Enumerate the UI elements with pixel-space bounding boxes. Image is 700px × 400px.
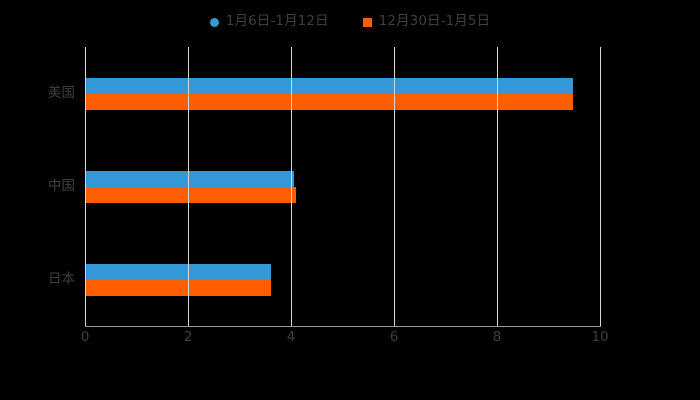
bar[interactable]: [85, 279, 272, 296]
legend-marker-square-icon: [362, 17, 372, 27]
y-axis-label: 美国: [48, 84, 75, 101]
y-axis-labels: 美国 中国 日本: [0, 47, 75, 326]
gridline: [600, 47, 601, 326]
gridline: [291, 47, 292, 326]
chart-legend: 1月6日-1月12日 12月30日-1月5日: [0, 10, 700, 34]
bar[interactable]: [85, 186, 297, 203]
plot-area: [85, 47, 601, 326]
y-axis-label: 中国: [48, 177, 75, 194]
gridline: [188, 47, 189, 326]
legend-item-series-0[interactable]: 1月6日-1月12日: [209, 13, 329, 30]
bar-group: [85, 170, 600, 203]
x-axis-tick-label: 10: [591, 329, 609, 345]
bar[interactable]: [85, 93, 574, 110]
gridline: [497, 47, 498, 326]
x-axis-tick-label: 6: [389, 329, 399, 345]
bar[interactable]: [85, 263, 272, 280]
x-axis-tick-label: 0: [80, 329, 90, 345]
x-axis-tick-label: 4: [286, 329, 296, 345]
legend-item-series-1[interactable]: 12月30日-1月5日: [362, 13, 491, 30]
bar[interactable]: [85, 170, 295, 187]
y-axis-label: 日本: [48, 270, 75, 287]
legend-label-series-0: 1月6日-1月12日: [225, 13, 329, 30]
x-axis-tick-label: 8: [492, 329, 502, 345]
bar-group: [85, 263, 600, 296]
x-axis-tick-labels: 0 2 4 6 8 10: [81, 329, 609, 353]
legend-marker-circle-icon: [209, 17, 219, 27]
bar[interactable]: [85, 77, 574, 94]
bar-group: [85, 77, 600, 110]
legend-label-series-1: 12月30日-1月5日: [378, 13, 491, 30]
gridline: [394, 47, 395, 326]
x-axis-line: [85, 326, 601, 327]
x-axis-tick-label: 2: [183, 329, 193, 345]
gridline: [85, 47, 86, 326]
